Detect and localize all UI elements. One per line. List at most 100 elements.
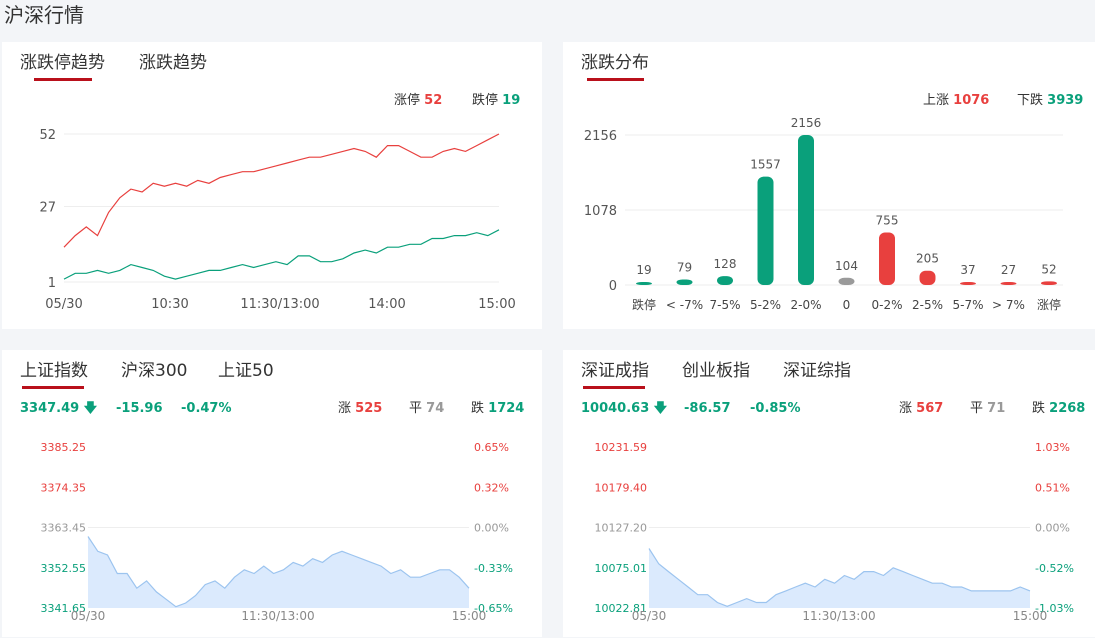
up-label: 涨 [338, 401, 352, 416]
sh-quote-price: 3347.49 🡇 [20, 400, 97, 418]
x-tick-label: 15:00 [452, 609, 487, 623]
sz-flat-stat: 平 71 [970, 400, 1005, 418]
y-tick-label: 52 [39, 128, 56, 143]
bar [676, 279, 693, 285]
active-tab-underline [22, 386, 84, 389]
fall-count-stat: 下跌 3939 [1017, 92, 1083, 110]
flat-label: 平 [409, 401, 423, 416]
pct-tick-label: 0.51% [1035, 481, 1070, 494]
pct-tick-label: -0.65% [474, 602, 513, 615]
sz-price: 10040.63 [581, 401, 650, 416]
fall-value: 3939 [1047, 93, 1084, 108]
bar-value-label: 52 [1041, 262, 1056, 276]
tab-limit-trend[interactable]: 涨跌停趋势 [20, 53, 105, 73]
y-tick-label: 10179.40 [595, 481, 648, 494]
x-tick-label: 05/30 [632, 609, 667, 623]
bar-value-label: 2156 [791, 116, 822, 130]
sh-flat-stat: 平 74 [409, 400, 444, 418]
y-tick-label: 3385.25 [41, 441, 87, 454]
tab-sz-component[interactable]: 深证成指 [581, 361, 649, 381]
y-tick-label: 1078 [584, 204, 617, 219]
tab-sse50[interactable]: 上证50 [218, 361, 274, 381]
tab-sz-composite[interactable]: 深证综指 [783, 361, 851, 381]
y-tick-label: 10231.59 [595, 441, 648, 454]
x-category-label: < -7% [666, 298, 703, 312]
bar-value-label: 205 [916, 252, 939, 266]
x-tick-label: 15:00 [1013, 609, 1048, 623]
x-tick-label: 14:00 [368, 297, 405, 312]
bar [798, 135, 814, 285]
x-tick-label: 11:30/13:00 [240, 297, 319, 312]
down-value: 2268 [1049, 401, 1086, 416]
y-tick-label: 2156 [584, 129, 617, 144]
y-tick-label: 3341.65 [41, 602, 87, 615]
limit-trend-chart: 52 27 1 05/30 10:30 11:30/13:00 14:00 15:00 [39, 128, 515, 312]
x-tick-label: 15:00 [478, 297, 515, 312]
bar [879, 232, 895, 285]
y-tick-label: 10127.20 [595, 522, 648, 535]
sh-price: 3347.49 [20, 401, 80, 416]
y-tick-label: 10075.01 [595, 562, 648, 575]
bar-value-label: 19 [636, 263, 651, 277]
tab-sh-composite[interactable]: 上证指数 [20, 361, 88, 381]
y-tick-label: 27 [39, 201, 56, 216]
bar-value-label: 37 [960, 263, 975, 277]
index-price-line [87, 536, 470, 608]
sz-change: -86.57 [684, 401, 731, 416]
up-value: 525 [355, 401, 383, 416]
page-title: 沪深行情 [4, 3, 84, 27]
up-label: 涨 [899, 401, 913, 416]
x-category-label: 0 [843, 298, 851, 312]
flat-label: 平 [970, 401, 984, 416]
tab-updown-trend[interactable]: 涨跌趋势 [139, 53, 207, 73]
x-tick-label: 05/30 [71, 609, 106, 623]
tab-updown-dist[interactable]: 涨跌分布 [581, 53, 649, 73]
rise-count-stat: 上涨 1076 [923, 92, 989, 110]
down-arrow-icon: 🡇 [83, 401, 98, 416]
bar-value-label: 1557 [750, 158, 781, 172]
down-arrow-icon: 🡇 [653, 401, 668, 416]
x-tick-label: 10:30 [151, 297, 188, 312]
fall-label: 下跌 [1017, 93, 1044, 108]
pct-tick-label: 0.00% [474, 522, 509, 535]
index-area-fill [649, 548, 1030, 608]
sh-up-stat: 涨 525 [338, 400, 382, 418]
y-tick-label: 10022.81 [595, 602, 648, 615]
x-category-label: 涨停 [1037, 297, 1061, 312]
limit-up-series-line [63, 133, 500, 248]
down-label: 跌 [1032, 401, 1046, 416]
x-category-label: 5-7% [952, 298, 983, 312]
sz-change-pct: -0.85% [750, 401, 801, 416]
rise-label: 上涨 [923, 93, 950, 108]
limit-down-value: 19 [502, 93, 521, 108]
up-value: 567 [916, 401, 944, 416]
pct-tick-label: -1.03% [1035, 602, 1074, 615]
sh-change: -15.96 [116, 401, 163, 416]
tab-csi300[interactable]: 沪深300 [121, 361, 188, 381]
x-tick-label: 11:30/13:00 [802, 609, 875, 623]
flat-value: 74 [426, 401, 445, 416]
limit-down-label: 跌停 [472, 93, 499, 108]
down-label: 跌 [471, 401, 485, 416]
pct-tick-label: 0.00% [1035, 522, 1070, 535]
bar-value-label: 79 [677, 261, 692, 275]
sz-index-card: 深证成指 创业板指 深证综指 10040.63 🡇 -86.57 -0.85% … [563, 350, 1095, 637]
sh-down-stat: 跌 1724 [471, 400, 524, 418]
pct-tick-label: 0.65% [474, 441, 509, 454]
pct-tick-label: 1.03% [1035, 441, 1070, 454]
x-tick-label: 11:30/13:00 [241, 609, 314, 623]
sh-index-chart: 3385.25 0.65% 3374.35 0.32% 3363.45 0.00% 3352… [41, 441, 513, 623]
tab-chinext[interactable]: 创业板指 [682, 361, 750, 381]
sh-index-card: 上证指数 沪深300 上证50 3347.49 🡇 -15.96 -0.47% … [2, 350, 542, 637]
limit-down-stat: 跌停 19 [472, 92, 520, 110]
x-category-label: 5-2% [750, 298, 781, 312]
index-price-line [648, 548, 1031, 607]
bar [838, 277, 855, 285]
bar-value-label: 27 [1001, 263, 1016, 277]
bar-value-label: 128 [714, 257, 737, 271]
down-value: 1724 [488, 401, 525, 416]
bar [717, 276, 733, 285]
updown-dist-chart: 2156 1078 0 19 跌停 79 < -7% 128 7-5% 1557 5-2% 2156 2… [584, 116, 1063, 312]
bar [1000, 282, 1017, 285]
bar [757, 176, 774, 285]
